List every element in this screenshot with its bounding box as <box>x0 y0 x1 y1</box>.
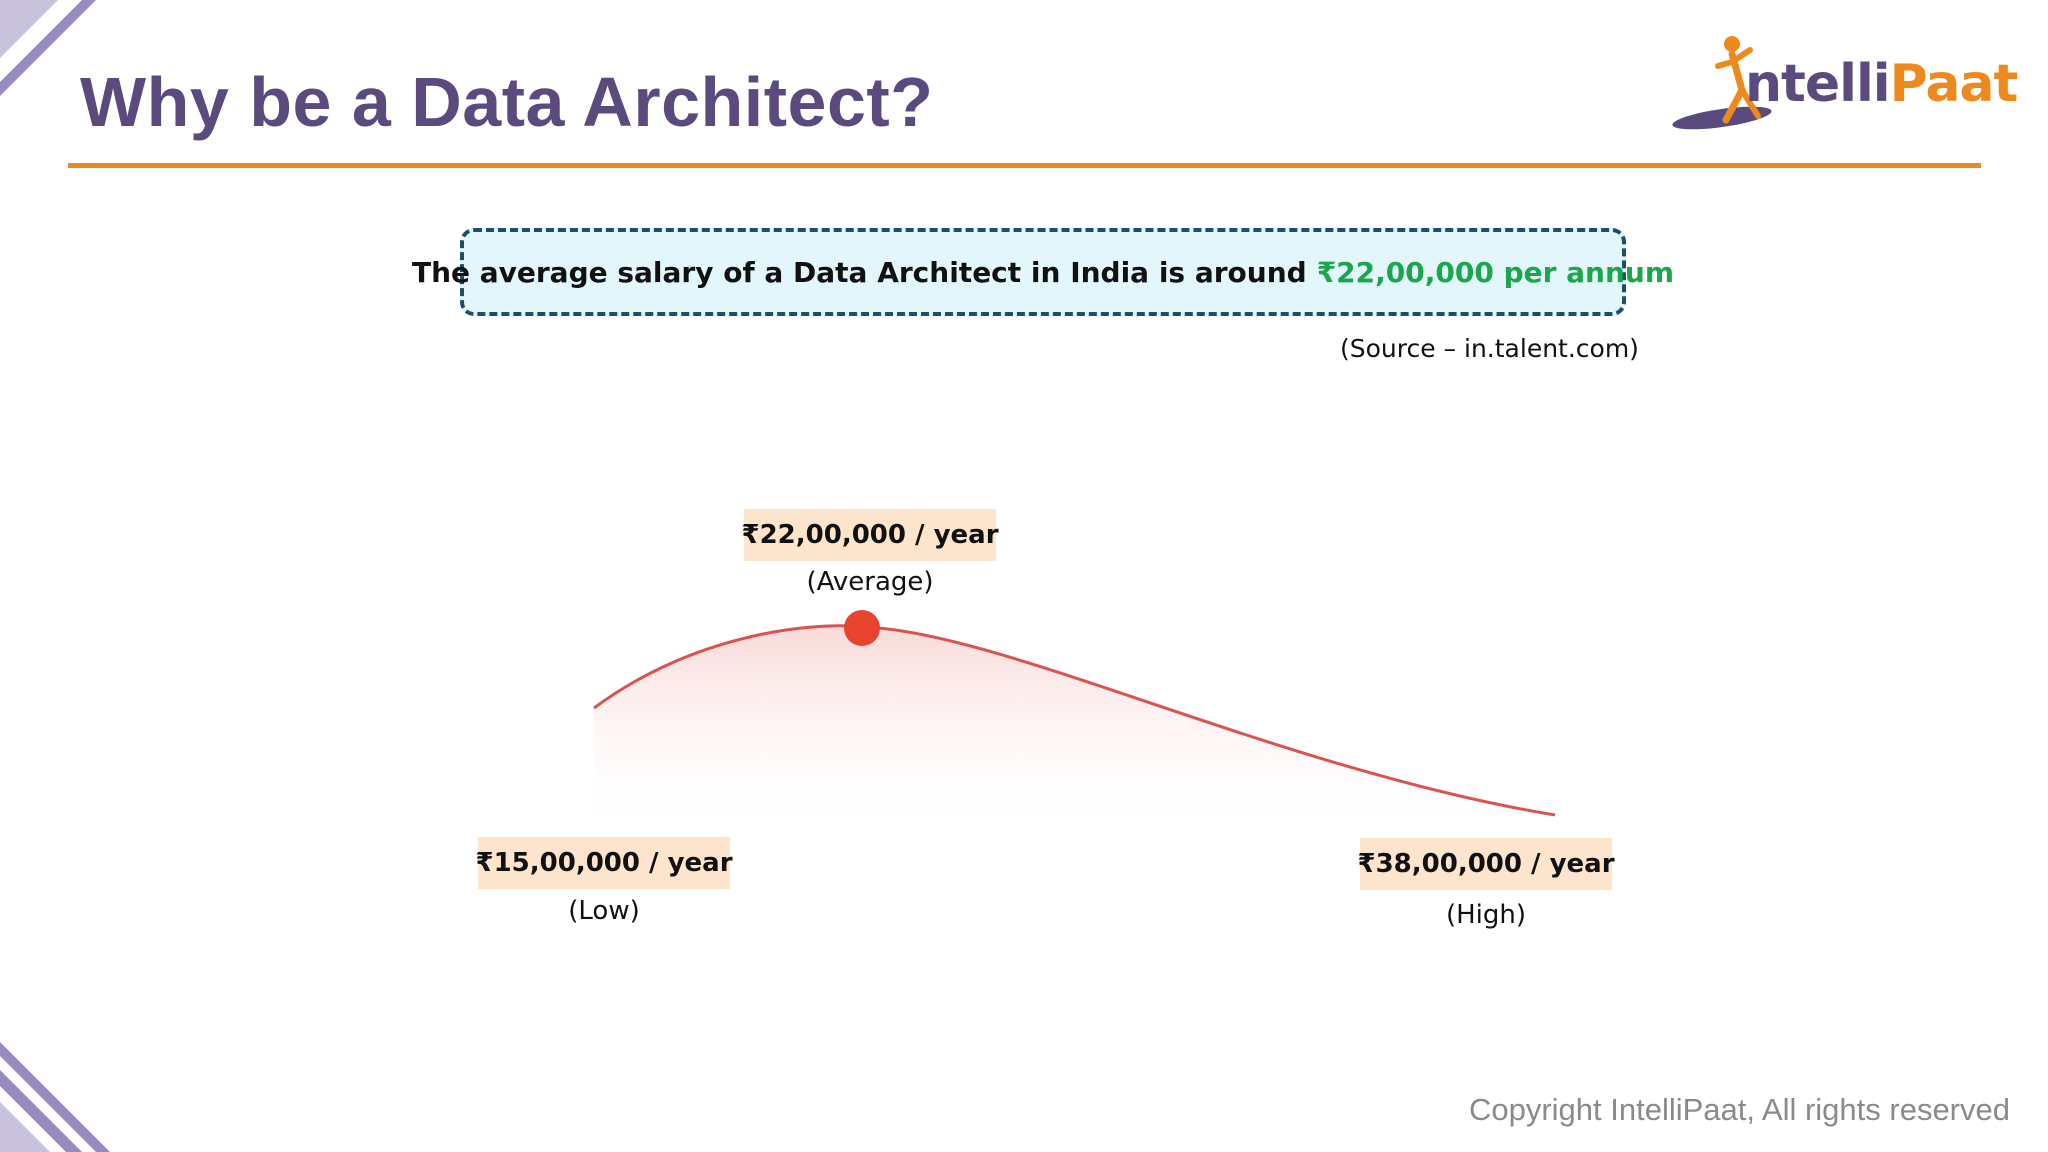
callout-highlight: ₹22,00,000 per annum <box>1316 255 1675 289</box>
callout-text: The average salary of a Data Architect i… <box>411 255 1307 289</box>
copyright-footer: Copyright IntelliPaat, All rights reserv… <box>1468 1092 2010 1127</box>
curve-line <box>593 624 1556 817</box>
top-left-corner-decoration <box>0 0 96 96</box>
high-salary-label: ₹38,00,000 / year <box>1357 838 1615 890</box>
logo-wordmark: ntelliPaat <box>1745 54 2019 114</box>
low-caption: (Low) <box>568 896 640 926</box>
high-caption: (High) <box>1445 900 1527 930</box>
bottom-left-corner-decoration <box>0 1042 110 1152</box>
average-salary-label: ₹22,00,000 / year <box>741 509 999 561</box>
intellipaat-logo-icon <box>1672 36 1772 130</box>
source-note: (Source – in.talent.com) <box>1340 334 1639 363</box>
title-underline <box>68 163 1981 168</box>
logo-text-part-1: ntelli <box>1745 54 1891 114</box>
average-marker <box>844 610 880 646</box>
curve-area <box>594 625 1555 835</box>
low-salary-label: ₹15,00,000 / year <box>475 837 733 889</box>
logo-text-part-2: Paat <box>1889 54 2019 114</box>
average-caption: (Average) <box>806 567 934 597</box>
salary-callout: The average salary of a Data Architect i… <box>412 228 1674 316</box>
slide-title: Why be a Data Architect? <box>80 63 934 141</box>
